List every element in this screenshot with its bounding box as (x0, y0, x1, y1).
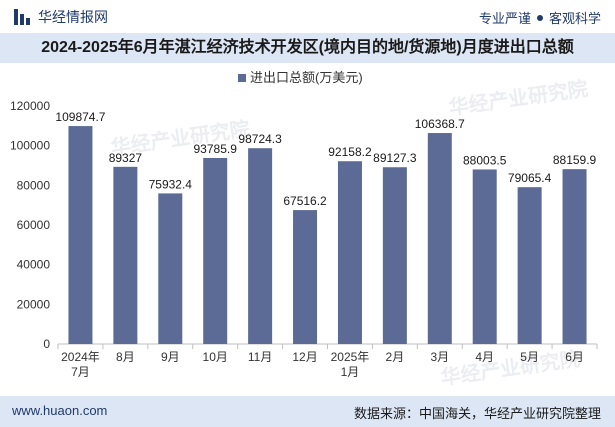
bar (382, 167, 407, 344)
logo-icon (14, 9, 30, 25)
title-bar: 2024-2025年6月年湛江经济技术开发区(境内目的地/货源地)月度进出口总额 (0, 33, 615, 63)
data-label: 67516.2 (283, 194, 327, 208)
y-tick-label: 120000 (10, 99, 50, 113)
data-label: 79065.4 (508, 171, 552, 185)
bar (562, 169, 587, 344)
data-label: 75932.4 (149, 177, 193, 191)
data-label: 89327 (109, 151, 143, 165)
data-label: 88159.9 (553, 153, 597, 167)
chart-title: 2024-2025年6月年湛江经济技术开发区(境内目的地/货源地)月度进出口总额 (41, 39, 574, 56)
legend-label: 进出口总额(万美元) (250, 70, 363, 85)
x-tick-label: 3月 (430, 350, 449, 364)
data-label: 88003.5 (463, 153, 507, 167)
bar (113, 166, 138, 344)
bar (68, 126, 93, 344)
footer: www.huaon.com 数据来源：中国海关，华经产业研究院整理 (0, 396, 615, 427)
bar (158, 193, 183, 344)
y-tick-label: 60000 (17, 218, 51, 232)
y-tick-label: 40000 (17, 258, 51, 272)
bar (472, 169, 497, 344)
y-tick-label: 0 (43, 337, 50, 351)
bar (517, 187, 542, 344)
y-tick-label: 100000 (10, 139, 50, 153)
x-tick-label: 2月 (386, 350, 405, 364)
x-tick-label: 11月 (248, 350, 272, 364)
y-tick-label: 20000 (17, 297, 51, 311)
footer-url[interactable]: www.huaon.com (12, 403, 108, 418)
x-tick-label: 1月 (341, 365, 360, 379)
x-tick-label: 9月 (161, 350, 180, 364)
data-label: 106368.7 (415, 117, 465, 131)
brand-name: 华经情报网 (38, 9, 108, 25)
data-label: 92158.2 (328, 145, 372, 159)
data-label: 89127.3 (373, 151, 417, 165)
y-tick-label: 80000 (17, 178, 51, 192)
data-label: 93785.9 (194, 142, 238, 156)
bar-chart: 进出口总额(万美元) 0 20000 40000 60000 80000 100000 120… (10, 70, 598, 379)
x-tick-label: 2024年 (61, 350, 100, 364)
bar (203, 157, 228, 344)
bar (337, 161, 362, 344)
x-tick-label: 8月 (116, 350, 135, 364)
tagline: 专业严谨 客观科学 (479, 8, 601, 27)
top-bar: 华经情报网 专业严谨 客观科学 (0, 0, 615, 33)
x-tick-label: 2025年 (331, 350, 370, 364)
bar (293, 210, 318, 344)
legend-swatch (238, 74, 246, 82)
data-source: 数据来源：中国海关，华经产业研究院整理 (353, 406, 601, 421)
tagline-left: 专业严谨 (478, 11, 531, 26)
x-tick-label: 6月 (565, 350, 584, 364)
data-label: 98724.3 (238, 132, 282, 146)
data-label: 109874.7 (55, 110, 105, 124)
x-tick-label: 5月 (520, 350, 539, 364)
brand[interactable]: 华经情报网 (14, 7, 108, 27)
bar (248, 148, 273, 344)
x-tick-label: 10月 (203, 350, 228, 364)
bar (427, 133, 452, 344)
tagline-right: 客观科学 (548, 11, 601, 26)
bullet-icon (536, 14, 543, 21)
x-tick-label: 4月 (475, 350, 494, 364)
x-tick-label: 7月 (71, 365, 90, 379)
x-tick-label: 12月 (292, 350, 317, 364)
